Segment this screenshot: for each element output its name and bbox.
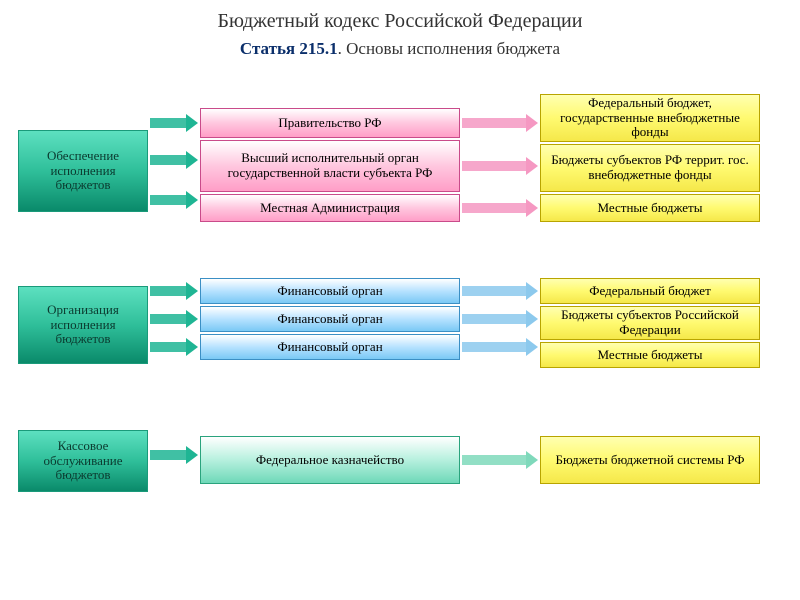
right-box-1-1: Бюджеты субъектов Российской Федерации (540, 306, 760, 340)
arrow-right-1-2 (462, 338, 538, 356)
right-box-1-0: Федеральный бюджет (540, 278, 760, 304)
arrow-right-2-0 (462, 451, 538, 469)
arrow-left-0-1 (150, 151, 198, 169)
arrow-right-1-0 (462, 282, 538, 300)
arrow-left-0-2 (150, 191, 198, 209)
mid-box-0-1: Высший исполнительный орган государствен… (200, 140, 460, 192)
page-title: Бюджетный кодекс Российской Федерации (0, 0, 800, 33)
right-box-2-0: Бюджеты бюджетной системы РФ (540, 436, 760, 484)
left-box-1: Организация исполнения бюджетов (18, 286, 148, 364)
arrow-right-1-1 (462, 310, 538, 328)
mid-box-0-2: Местная Администрация (200, 194, 460, 222)
arrow-left-1-2 (150, 338, 198, 356)
left-box-0: Обеспечение исполнения бюджетов (18, 130, 148, 212)
arrow-right-0-2 (462, 199, 538, 217)
arrow-left-0-0 (150, 114, 198, 132)
arrow-left-2-0 (150, 446, 198, 464)
mid-box-2-0: Федеральное казначейство (200, 436, 460, 484)
right-box-1-2: Местные бюджеты (540, 342, 760, 368)
arrow-left-1-0 (150, 282, 198, 300)
arrow-right-0-0 (462, 114, 538, 132)
page-subtitle: Статья 215.1. Основы исполнения бюджета (0, 33, 800, 69)
mid-box-1-0: Финансовый орган (200, 278, 460, 304)
right-box-0-0: Федеральный бюджет, государственные внеб… (540, 94, 760, 142)
mid-box-0-0: Правительство РФ (200, 108, 460, 138)
article-number: Статья 215.1 (240, 39, 338, 58)
arrow-right-0-1 (462, 157, 538, 175)
arrow-left-1-1 (150, 310, 198, 328)
subtitle-rest: . Основы исполнения бюджета (338, 39, 560, 58)
right-box-0-1: Бюджеты субъектов РФ террит. гос. внебюд… (540, 144, 760, 192)
right-box-0-2: Местные бюджеты (540, 194, 760, 222)
mid-box-1-2: Финансовый орган (200, 334, 460, 360)
mid-box-1-1: Финансовый орган (200, 306, 460, 332)
left-box-2: Кассовое обслуживание бюджетов (18, 430, 148, 492)
